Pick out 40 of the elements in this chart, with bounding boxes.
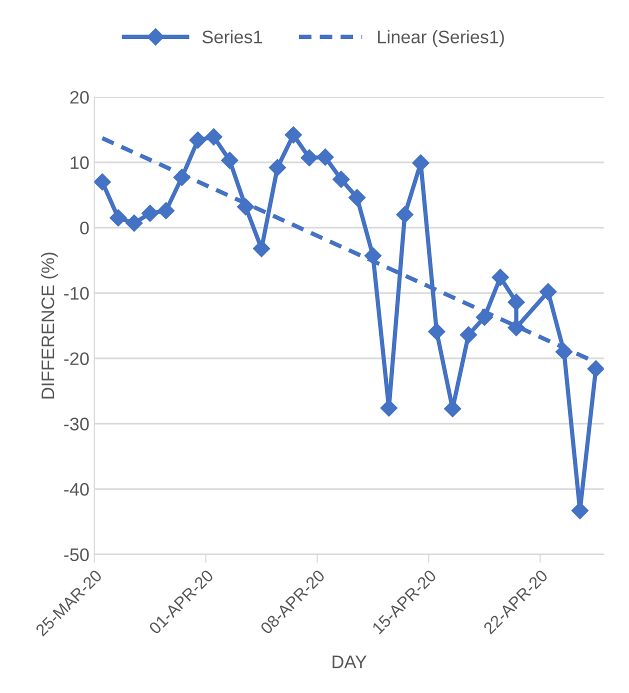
point <box>252 240 270 258</box>
point <box>571 502 589 520</box>
point <box>364 247 382 264</box>
point <box>189 132 206 149</box>
point <box>300 149 318 166</box>
point <box>221 152 238 169</box>
point <box>332 170 350 188</box>
y-tick-label: 20 <box>70 90 89 104</box>
point <box>555 343 573 360</box>
point <box>540 283 557 300</box>
point <box>126 214 143 232</box>
point <box>157 202 175 220</box>
point <box>268 159 286 176</box>
point <box>205 128 222 146</box>
y-tick-label: -10 <box>64 286 89 300</box>
point <box>587 360 604 378</box>
point <box>348 189 366 206</box>
point <box>284 126 302 144</box>
y-axis-title: DIFFERENCE (%) <box>41 252 58 398</box>
y-tick-label: -40 <box>64 482 89 496</box>
point <box>476 308 493 326</box>
point <box>396 206 414 224</box>
point <box>316 148 334 166</box>
y-tick-label: 0 <box>80 222 89 234</box>
legend-label: Linear (Series1) <box>378 30 504 47</box>
point <box>428 323 446 340</box>
point <box>492 268 509 286</box>
point <box>460 326 478 344</box>
y-tick-label: -20 <box>64 352 89 366</box>
point <box>110 209 127 226</box>
y-tick-label: 10 <box>70 156 89 170</box>
y-tick-label: -30 <box>64 418 89 430</box>
point <box>237 198 254 216</box>
point <box>94 173 111 191</box>
point <box>142 204 159 222</box>
x-axis-title: DAY <box>332 656 367 668</box>
legend-label: Series1 <box>202 30 262 44</box>
point <box>508 294 525 311</box>
point <box>173 168 190 186</box>
y-tick-label: -50 <box>64 548 89 562</box>
